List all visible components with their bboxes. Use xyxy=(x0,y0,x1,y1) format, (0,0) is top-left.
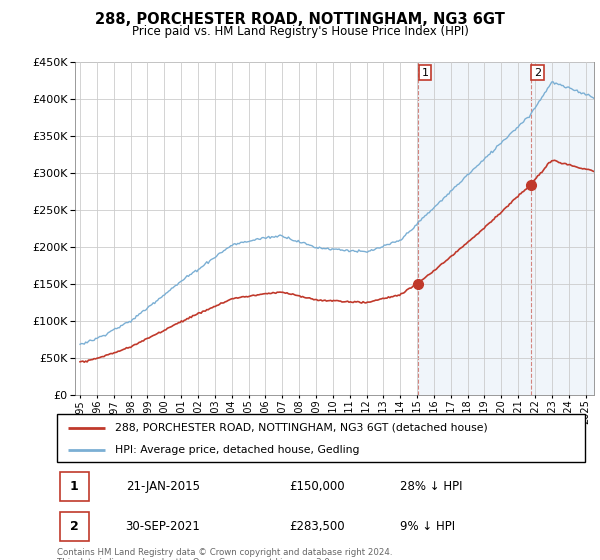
Text: 21-JAN-2015: 21-JAN-2015 xyxy=(125,480,200,493)
Bar xyxy=(59,512,89,541)
Text: £150,000: £150,000 xyxy=(289,480,345,493)
Text: 9% ↓ HPI: 9% ↓ HPI xyxy=(400,520,455,533)
Text: 30-SEP-2021: 30-SEP-2021 xyxy=(125,520,200,533)
Text: 2: 2 xyxy=(70,520,78,533)
Text: 2: 2 xyxy=(534,68,541,78)
Text: 28% ↓ HPI: 28% ↓ HPI xyxy=(400,480,463,493)
Bar xyxy=(418,62,594,395)
Text: 288, PORCHESTER ROAD, NOTTINGHAM, NG3 6GT: 288, PORCHESTER ROAD, NOTTINGHAM, NG3 6G… xyxy=(95,12,505,27)
Text: 1: 1 xyxy=(70,480,78,493)
Text: £283,500: £283,500 xyxy=(289,520,345,533)
Bar xyxy=(59,472,89,501)
Text: HPI: Average price, detached house, Gedling: HPI: Average price, detached house, Gedl… xyxy=(115,445,359,455)
Text: Price paid vs. HM Land Registry's House Price Index (HPI): Price paid vs. HM Land Registry's House … xyxy=(131,25,469,38)
Text: 1: 1 xyxy=(421,68,428,78)
Text: 288, PORCHESTER ROAD, NOTTINGHAM, NG3 6GT (detached house): 288, PORCHESTER ROAD, NOTTINGHAM, NG3 6G… xyxy=(115,423,488,433)
Text: Contains HM Land Registry data © Crown copyright and database right 2024.
This d: Contains HM Land Registry data © Crown c… xyxy=(57,548,392,560)
